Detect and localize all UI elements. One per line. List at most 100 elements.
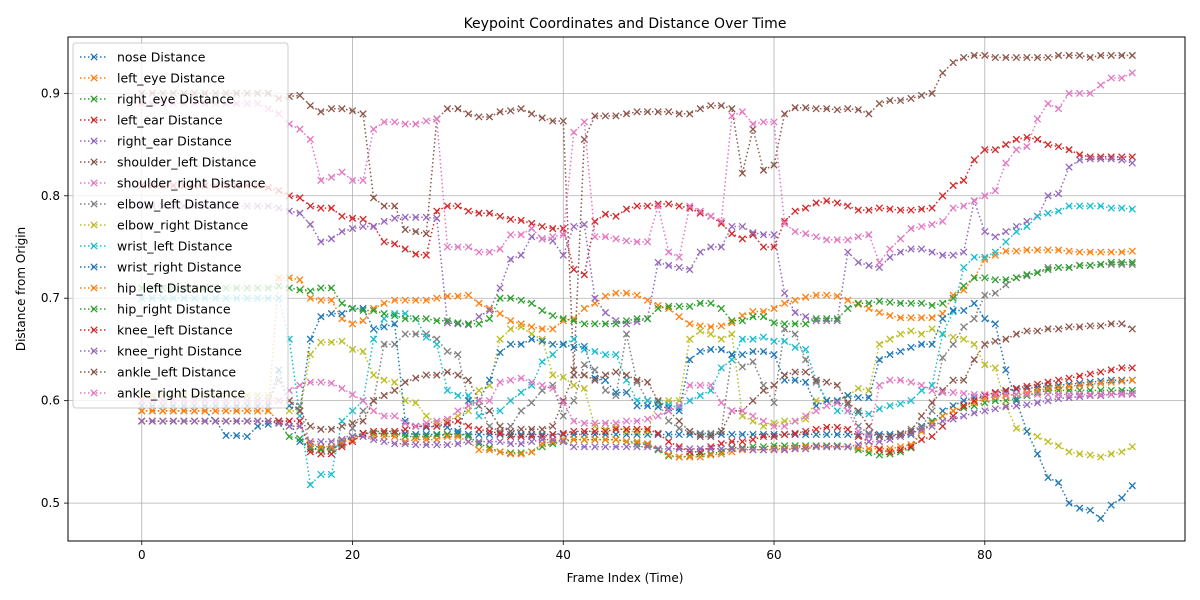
data-point [1097, 453, 1105, 461]
data-point [601, 233, 610, 241]
data-point [696, 445, 704, 453]
data-point [728, 437, 736, 446]
data-point [359, 306, 367, 315]
data-point [749, 435, 757, 444]
data-point [601, 308, 610, 317]
data-point [833, 407, 841, 415]
data-point [317, 437, 325, 446]
data-point [749, 446, 757, 454]
data-point [348, 214, 357, 222]
data-point [654, 200, 662, 208]
data-point [485, 446, 494, 454]
data-point [865, 393, 873, 402]
data-point [801, 415, 810, 423]
data-point [696, 207, 704, 215]
data-point [633, 202, 641, 210]
data-point [296, 209, 304, 217]
data-point [369, 222, 378, 231]
data-point [886, 96, 894, 105]
data-point [517, 231, 525, 239]
data-point [496, 437, 504, 446]
data-point [591, 320, 599, 328]
data-point [960, 389, 968, 398]
data-point [886, 350, 894, 359]
data-point [738, 363, 747, 371]
data-point [1044, 53, 1052, 62]
data-point [696, 248, 704, 256]
data-point [896, 206, 905, 214]
data-point [443, 202, 452, 210]
data-point [580, 342, 589, 351]
data-point [1054, 325, 1063, 333]
data-point [1086, 248, 1094, 256]
data-point [728, 230, 736, 238]
data-point [201, 407, 209, 415]
data-point [854, 430, 862, 439]
data-point [1128, 325, 1136, 333]
data-point [991, 289, 999, 297]
data-point [886, 205, 894, 213]
data-point [1054, 246, 1063, 254]
data-point [717, 427, 725, 436]
data-point [422, 412, 430, 420]
data-point [1023, 246, 1031, 254]
data-point [633, 402, 641, 410]
data-point [1044, 325, 1052, 333]
data-point [296, 91, 304, 100]
data-point [380, 340, 388, 348]
data-point [1033, 53, 1042, 62]
data-point [1065, 247, 1073, 255]
data-point [812, 233, 820, 241]
legend-marker [90, 74, 98, 82]
data-point [707, 451, 715, 459]
data-point [591, 233, 599, 241]
data-point [854, 206, 862, 214]
data-point [970, 315, 978, 323]
data-point [960, 306, 968, 315]
data-point [801, 443, 810, 451]
data-point [570, 435, 578, 444]
data-point [443, 441, 452, 449]
data-point [664, 108, 673, 116]
data-point [654, 445, 662, 453]
data-point [612, 435, 620, 444]
data-point [770, 161, 778, 169]
data-point [422, 419, 430, 427]
data-point [296, 125, 304, 133]
data-point [675, 424, 683, 432]
data-point [1118, 377, 1126, 385]
data-point [633, 315, 641, 323]
data-point [780, 337, 789, 345]
data-point [317, 470, 325, 479]
data-point [854, 300, 862, 309]
data-point [759, 312, 768, 321]
data-point [844, 391, 852, 400]
data-point [1033, 450, 1042, 458]
data-point [981, 227, 989, 236]
data-point [222, 417, 230, 425]
data-point [1075, 390, 1084, 399]
data-point [348, 224, 357, 233]
data-point [1054, 263, 1063, 272]
data-point [1097, 390, 1105, 399]
data-point [865, 432, 873, 441]
data-point [601, 419, 610, 427]
data-point [844, 296, 852, 304]
data-point [1097, 368, 1105, 376]
data-point [759, 166, 768, 174]
data-point [380, 217, 388, 226]
data-point [717, 304, 725, 313]
data-point [1033, 399, 1042, 407]
data-point [232, 417, 241, 425]
data-point [1054, 207, 1063, 215]
data-point [1033, 115, 1042, 123]
data-point [1023, 142, 1031, 151]
data-point [306, 220, 315, 229]
legend-label: hip_left Distance [117, 281, 222, 296]
data-point [454, 371, 462, 379]
data-point [549, 340, 557, 348]
data-point [875, 204, 884, 212]
data-point [422, 330, 430, 338]
data-point [180, 407, 188, 415]
data-point [443, 319, 452, 327]
